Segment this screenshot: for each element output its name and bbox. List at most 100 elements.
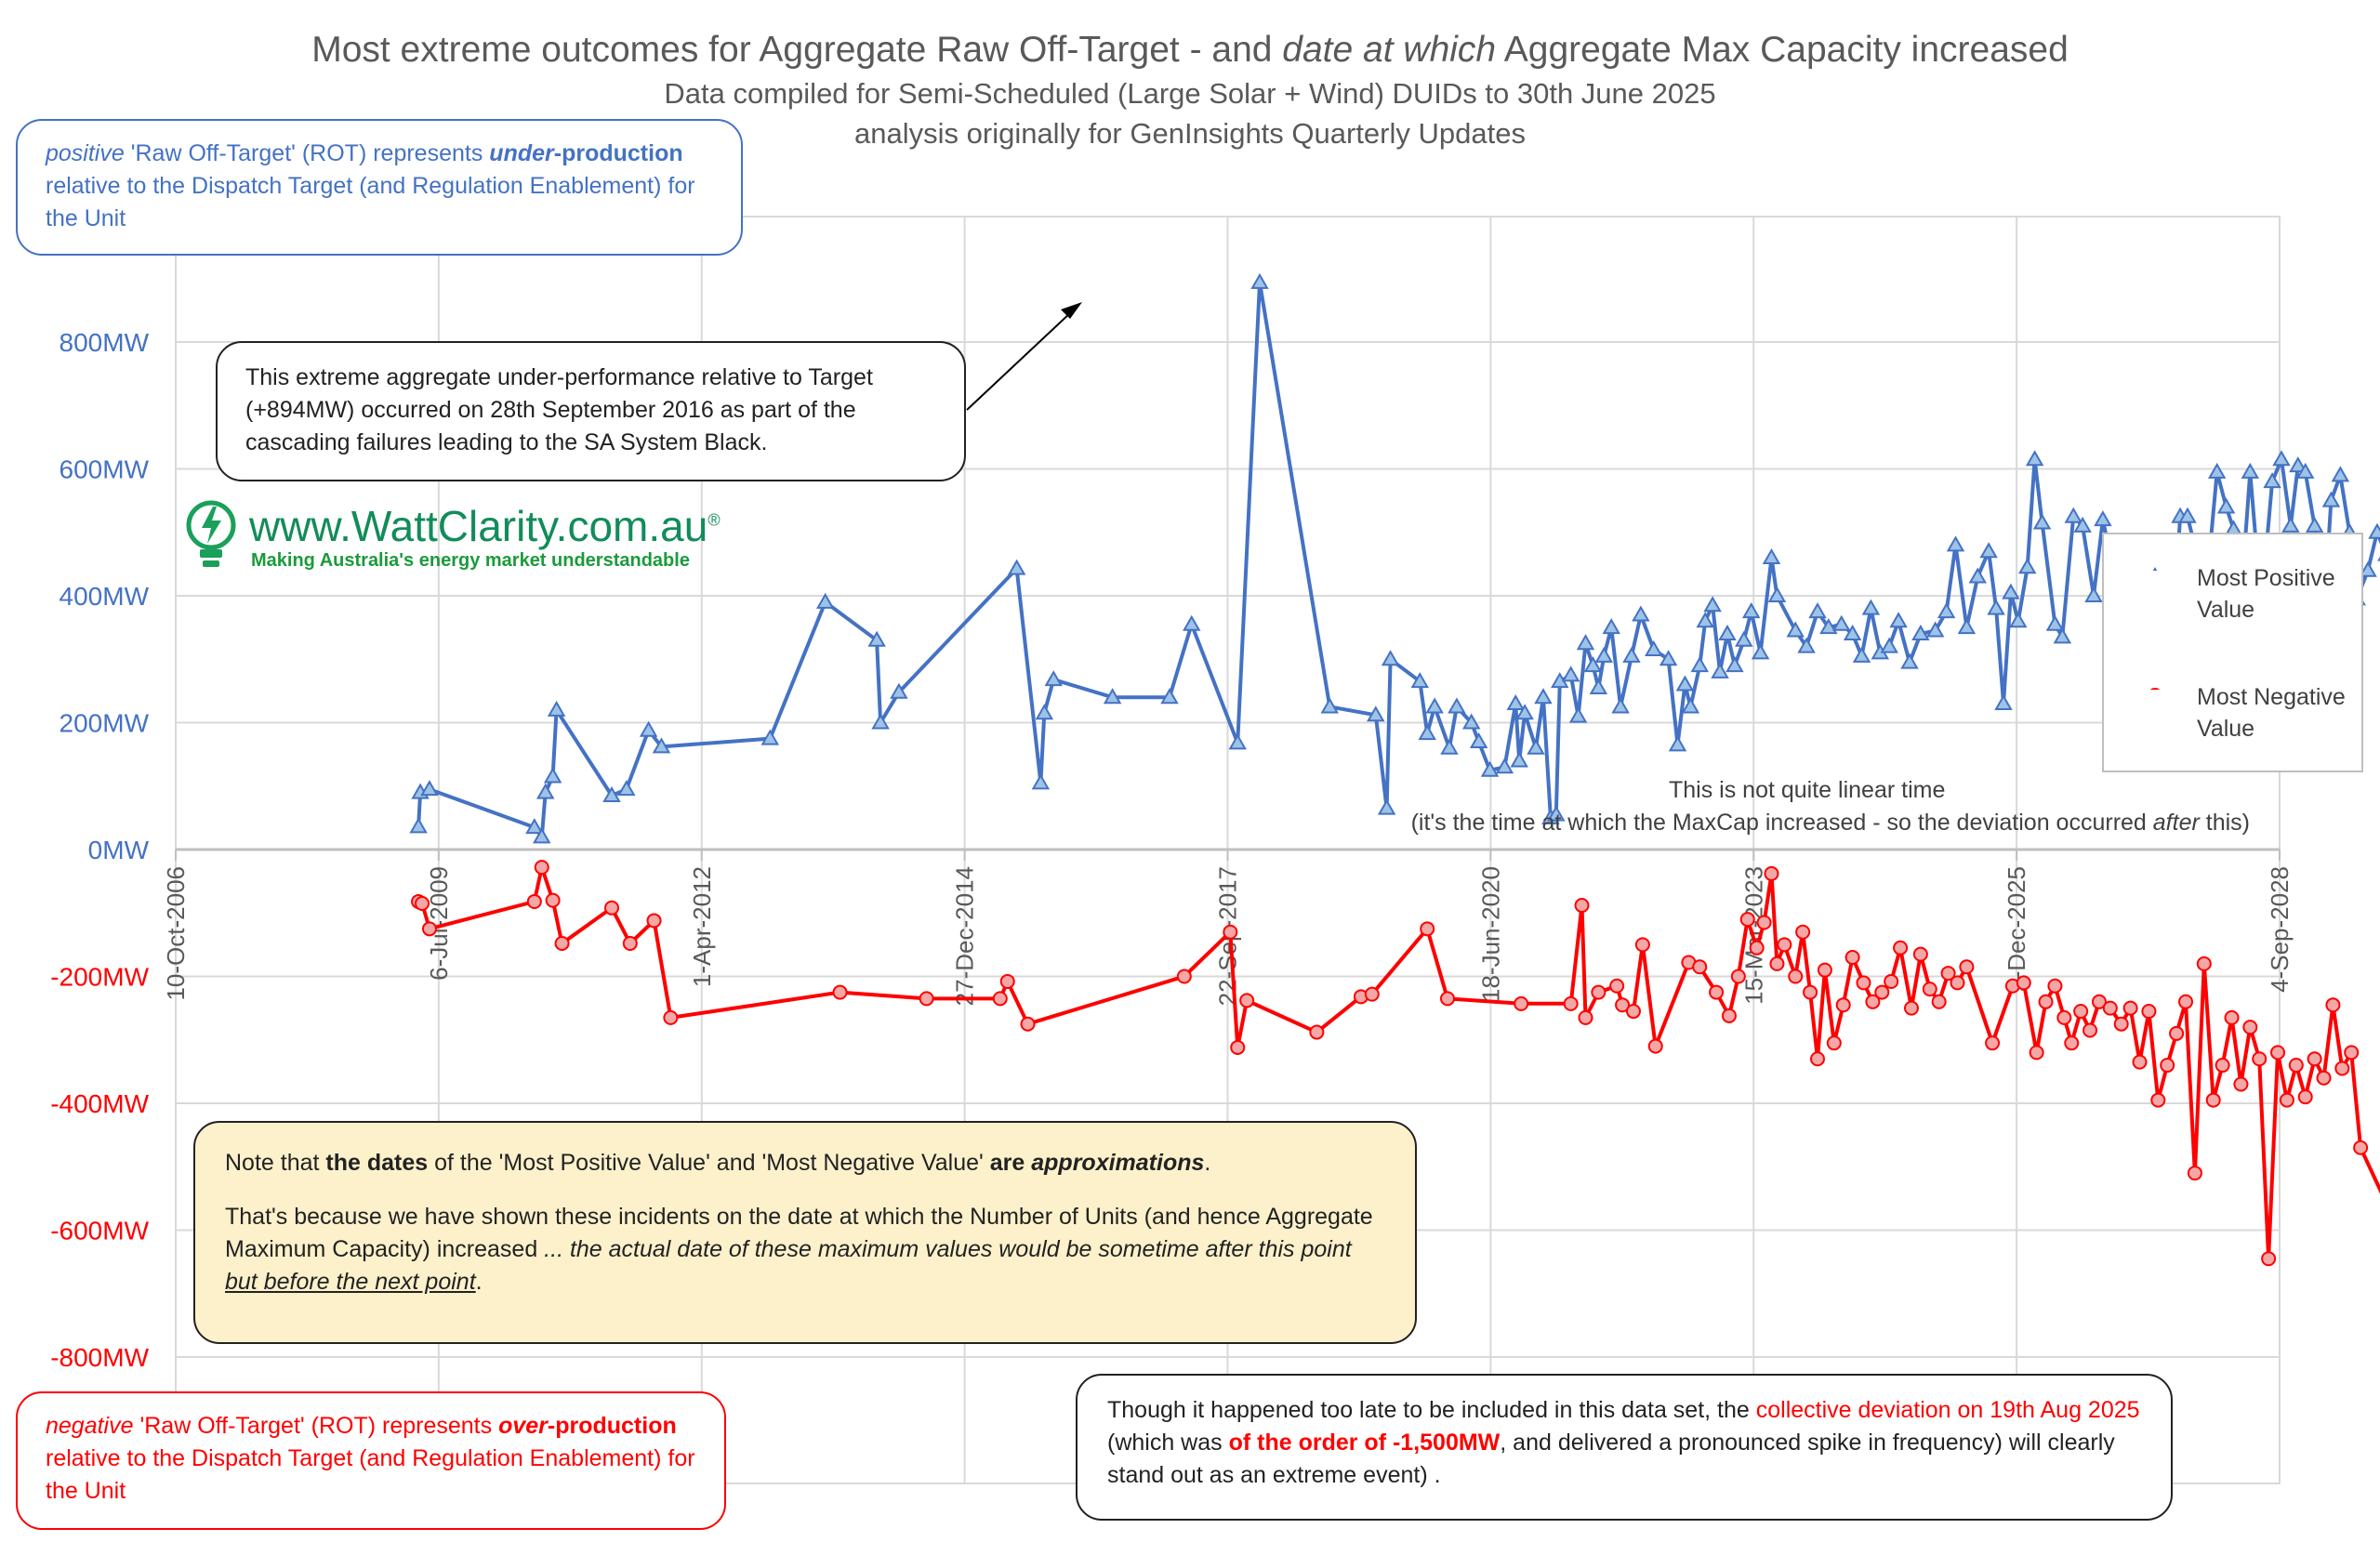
point-marker-positive — [760, 729, 780, 745]
point-marker-negative — [622, 936, 638, 952]
point-marker-positive — [2178, 507, 2197, 523]
point-marker-negative — [1835, 997, 1851, 1013]
point-marker-positive — [2053, 627, 2072, 644]
point-marker-positive — [1696, 612, 1714, 628]
point-marker-negative — [2091, 994, 2107, 1009]
point-marker-negative — [1739, 912, 1755, 928]
point-marker-negative — [1803, 984, 1818, 1000]
point-marker-positive — [2295, 462, 2315, 479]
point-marker-negative — [1809, 1051, 1825, 1067]
note-paragraph-2: That's because we have shown these incid… — [225, 1204, 1373, 1295]
point-marker-positive — [1786, 621, 1805, 638]
point-marker-negative — [2288, 1058, 2304, 1074]
point-marker-negative — [2113, 1016, 2129, 1032]
point-marker-positive — [1889, 612, 1908, 628]
point-marker-negative — [1709, 984, 1725, 1000]
point-marker-negative — [1692, 959, 1708, 975]
point-marker-positive — [2017, 558, 2037, 574]
point-marker-negative — [2056, 1009, 2072, 1025]
aug-2025-text: Though it happened too late to be includ… — [1107, 1397, 2140, 1488]
point-marker-negative — [1788, 969, 1804, 984]
point-marker-negative — [1893, 940, 1909, 955]
point-marker-positive — [1527, 738, 1545, 755]
point-marker-negative — [2205, 1092, 2221, 1108]
y-tick-label: -800MW — [50, 1343, 149, 1372]
point-marker-positive — [1228, 733, 1247, 750]
x-tick-label: 4-Sep-2028 — [2266, 866, 2294, 993]
point-marker-negative — [1721, 1008, 1737, 1023]
point-marker-positive — [1534, 688, 1553, 705]
point-marker-positive — [1583, 656, 1603, 673]
negative-rot-text: negative 'Raw Off-Target' (ROT) represen… — [46, 1413, 695, 1504]
point-marker-positive — [1690, 656, 1709, 673]
point-marker-positive — [1808, 602, 1827, 619]
point-marker-negative — [1730, 969, 1746, 984]
point-marker-positive — [547, 700, 566, 717]
point-marker-negative — [1223, 924, 1238, 940]
point-marker-negative — [1420, 921, 1435, 937]
point-marker-positive — [1645, 639, 1663, 657]
point-marker-negative — [2316, 1070, 2332, 1086]
point-marker-negative — [2252, 1051, 2268, 1067]
point-marker-negative — [2169, 1025, 2185, 1041]
point-marker-positive — [2321, 491, 2341, 507]
point-marker-positive — [1880, 637, 1898, 653]
point-marker-negative — [1239, 993, 1255, 1008]
point-marker-positive — [1589, 678, 1608, 694]
point-marker-positive — [2009, 612, 2028, 628]
point-marker-negative — [1609, 978, 1625, 994]
point-marker-negative — [421, 921, 437, 937]
point-marker-negative — [526, 893, 542, 909]
point-marker-negative — [2102, 1000, 2118, 1016]
x-tick-label: 10-Oct-2006 — [162, 866, 190, 1001]
point-marker-positive — [1103, 688, 1122, 705]
y-tick-label: 0MW — [88, 836, 150, 864]
positive-rot-text: positive 'Raw Off-Target' (ROT) represen… — [46, 140, 695, 231]
point-marker-positive — [1718, 624, 1737, 640]
point-marker-negative — [1922, 982, 1937, 997]
y-tick-label: 600MW — [60, 455, 150, 484]
point-marker-positive — [1979, 542, 1998, 559]
point-marker-negative — [2242, 1020, 2258, 1035]
point-marker-negative — [2196, 955, 2212, 971]
linear-time-note-detail: (it's the time at which the MaxCap incre… — [1410, 810, 2250, 836]
point-marker-positive — [1576, 634, 1595, 651]
point-marker-positive — [1506, 694, 1525, 711]
point-marker-positive — [1632, 605, 1650, 622]
point-marker-negative — [1439, 991, 1455, 1007]
point-marker-negative — [1364, 986, 1380, 1002]
point-marker-positive — [1602, 618, 1620, 635]
point-marker-negative — [1578, 1009, 1593, 1025]
point-marker-negative — [2160, 1058, 2175, 1074]
point-marker-positive — [1937, 602, 1956, 619]
point-marker-positive — [1726, 656, 1744, 673]
point-marker-positive — [1957, 618, 1977, 635]
point-marker-negative — [1795, 924, 1811, 940]
point-marker-positive — [1547, 805, 1566, 822]
legend: Most Positive Value Most Negative Value — [2102, 533, 2363, 772]
point-marker-negative — [1309, 1024, 1325, 1040]
y-tick-label: -600MW — [50, 1217, 149, 1245]
point-marker-positive — [533, 827, 551, 844]
point-marker-positive — [1418, 724, 1436, 741]
point-marker-negative — [1749, 940, 1765, 955]
point-marker-positive — [1035, 704, 1054, 720]
point-marker-positive — [1561, 665, 1580, 682]
point-marker-positive — [1160, 688, 1179, 705]
y-tick-label: -400MW — [50, 1089, 149, 1118]
point-marker-positive — [639, 720, 658, 737]
point-marker-negative — [1176, 969, 1192, 984]
point-marker-positive — [1819, 618, 1838, 635]
point-marker-negative — [2029, 1045, 2044, 1061]
point-marker-positive — [1622, 646, 1641, 663]
point-marker-positive — [420, 780, 439, 797]
point-marker-negative — [2344, 1045, 2360, 1061]
point-marker-negative — [1647, 1038, 1663, 1054]
point-marker-positive — [1861, 599, 1881, 615]
point-marker-negative — [1615, 997, 1631, 1013]
y-axis-ticks: 800MW 600MW 400MW 200MW 0MW -200MW -400MW -600M… — [50, 328, 149, 1372]
legend-label-negative: Most Negative Value — [2197, 684, 2346, 742]
linear-time-note: This is not quite linear time — [1669, 777, 1946, 803]
point-marker-positive — [1767, 586, 1787, 602]
legend-label-positive: Most Positive Value — [2197, 565, 2335, 623]
